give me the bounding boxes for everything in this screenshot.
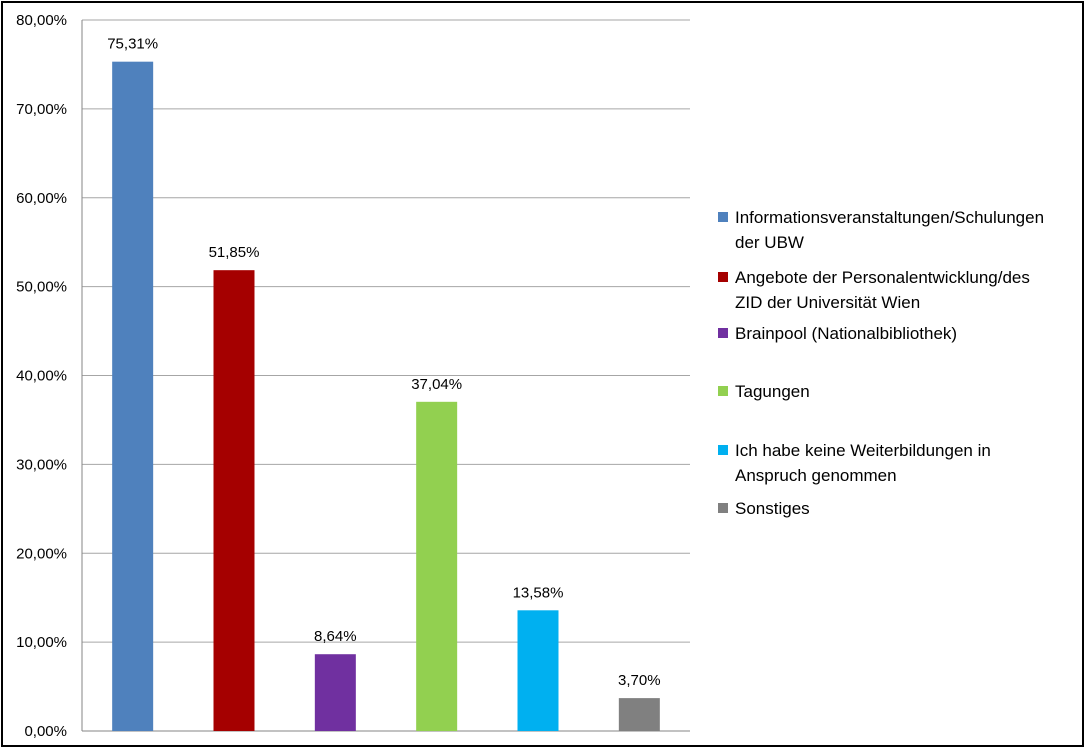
bar (213, 270, 255, 731)
bar (618, 698, 660, 731)
legend-swatch (718, 212, 728, 222)
grid-lines (82, 19, 690, 643)
bar (314, 654, 356, 731)
y-tick-label: 80,00% (16, 12, 67, 29)
data-labels: 75,31% 51,85% 8,64% 37,04% 13,58% 3,70% (107, 36, 660, 689)
bar (416, 401, 458, 731)
y-tick-label: 50,00% (16, 279, 67, 296)
legend-item: Sonstiges (718, 496, 1055, 521)
legend-label: Sonstiges (735, 499, 810, 518)
data-label: 37,04% (411, 376, 462, 393)
axes (81, 20, 690, 732)
y-tick-label: 70,00% (16, 101, 67, 118)
legend-swatch (718, 272, 728, 282)
legend-label: Angebote der Personalentwicklung/des ZID… (735, 268, 1030, 312)
legend-swatch (718, 386, 728, 396)
y-tick-label: 30,00% (16, 456, 67, 473)
legend-swatch (718, 503, 728, 513)
data-label: 13,58% (513, 584, 564, 601)
legend-item: Ich habe keine Weiterbildungen in Anspru… (718, 438, 1055, 488)
data-label: 51,85% (209, 244, 260, 261)
y-tick-label: 20,00% (16, 545, 67, 562)
data-label: 8,64% (314, 628, 357, 645)
data-label: 75,31% (107, 36, 158, 53)
y-tick-label: 10,00% (16, 634, 67, 651)
legend-label: Informationsveranstaltungen/Schulungen d… (735, 208, 1045, 252)
legend-item: Angebote der Personalentwicklung/des ZID… (718, 265, 1055, 315)
bars (112, 61, 660, 731)
y-tick-label: 0,00% (24, 723, 67, 740)
y-tick-labels: 0,00% 10,00% 20,00% 30,00% 40,00% 50,00% 60,00… (16, 12, 67, 740)
y-tick-label: 60,00% (16, 190, 67, 207)
legend-item: Informationsveranstaltungen/Schulungen d… (718, 205, 1055, 255)
legend-swatch (718, 328, 728, 338)
legend-swatch (718, 445, 728, 455)
legend-item: Brainpool (Nationalbibliothek) (718, 321, 1055, 346)
legend-item: Tagungen (718, 379, 1055, 404)
data-label: 3,70% (618, 672, 661, 689)
bar (517, 610, 559, 731)
legend-label: Ich habe keine Weiterbildungen in Anspru… (735, 441, 991, 485)
legend-label: Tagungen (735, 382, 810, 401)
y-tick-label: 40,00% (16, 368, 67, 385)
legend-label: Brainpool (Nationalbibliothek) (735, 324, 958, 343)
bar (112, 61, 154, 731)
